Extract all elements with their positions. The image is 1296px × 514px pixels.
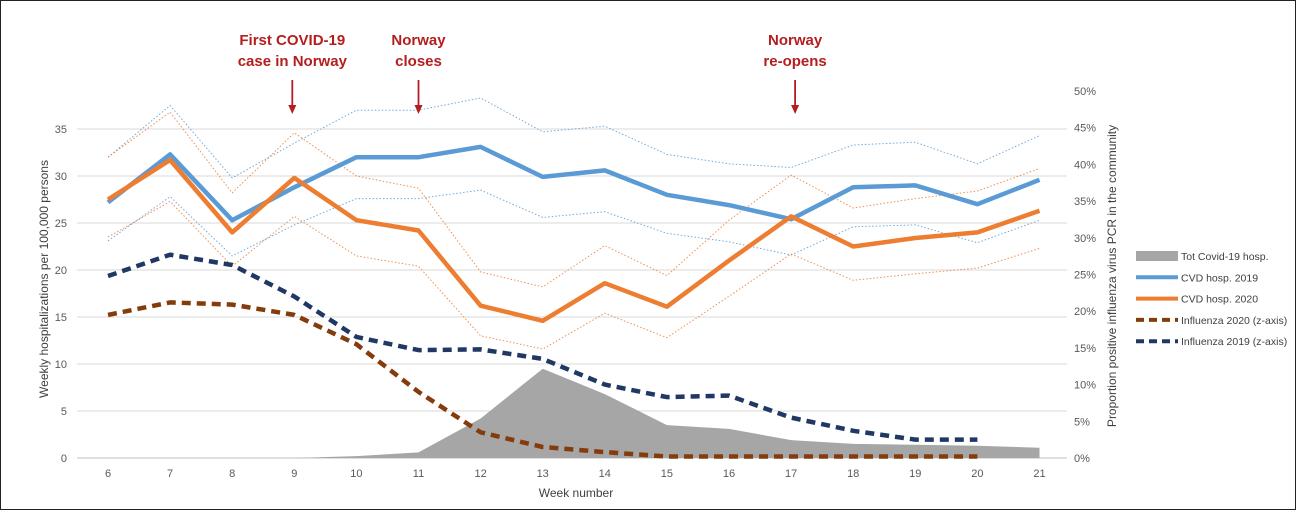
y2-tick-label: 20% [1074, 306, 1096, 318]
legend-label: CVD hosp. 2019 [1181, 272, 1258, 284]
y2-tick-label: 5% [1074, 416, 1090, 428]
legend-swatch-area [1136, 251, 1178, 261]
annotation-text: closes [395, 53, 442, 70]
y-tick-label: 10 [55, 359, 67, 371]
annotation-arrow-head [414, 105, 423, 114]
annotation-text: First COVID-19 [239, 32, 345, 49]
y2-tick-label: 40% [1074, 159, 1096, 171]
y2-tick-label: 0% [1074, 453, 1090, 465]
x-tick-label: 17 [785, 468, 797, 480]
series-line [106, 144, 1041, 223]
series-line [106, 157, 1041, 324]
y-tick-label: 25 [55, 218, 67, 230]
y-tick-label: 0 [61, 453, 67, 465]
y-tick-label: 35 [55, 124, 67, 136]
y2-tick-label: 30% [1074, 233, 1096, 245]
y-tick-label: 15 [55, 312, 67, 324]
y2-tick-label: 50% [1074, 86, 1096, 98]
area-series-covid [108, 368, 1040, 458]
legend-label: Tot Covid-19 hosp. [1181, 251, 1269, 263]
x-tick-label: 19 [909, 468, 921, 480]
x-tick-label: 12 [474, 468, 486, 480]
series-line [107, 300, 978, 459]
annotation-text: case in Norway [238, 53, 348, 70]
y-tick-label: 5 [61, 406, 67, 418]
x-tick-label: 9 [291, 468, 297, 480]
x-tick-label: 7 [167, 468, 173, 480]
x-tick-label: 14 [599, 468, 611, 480]
y2-tick-label: 25% [1074, 270, 1096, 282]
y2-tick-label: 10% [1074, 380, 1096, 392]
legend-label: CVD hosp. 2020 [1181, 294, 1258, 306]
x-tick-label: 16 [723, 468, 735, 480]
x-tick-label: 18 [847, 468, 859, 480]
legend-label: Influenza 2020 (z-axis) [1181, 315, 1287, 327]
y2-tick-label: 35% [1074, 196, 1096, 208]
x-tick-label: 8 [229, 468, 235, 480]
annotation-text: re-opens [763, 53, 826, 70]
annotation-text: Norway [768, 32, 823, 49]
confidence-band-line [107, 200, 1040, 350]
series-line [107, 252, 978, 442]
x-tick-label: 21 [1033, 468, 1045, 480]
confidence-band-line [107, 189, 1040, 257]
annotation-arrow-head [288, 105, 297, 114]
legend-label: Influenza 2019 (z-axis) [1181, 336, 1287, 348]
y2-tick-label: 45% [1074, 123, 1096, 135]
confidence-band-line [107, 111, 1040, 288]
x-tick-label: 6 [105, 468, 111, 480]
x-tick-label: 13 [537, 468, 549, 480]
x-tick-label: 15 [661, 468, 673, 480]
x-tick-label: 10 [350, 468, 362, 480]
x-tick-label: 20 [971, 468, 983, 480]
y-axis-title: Weekly hospitalizations per 100,000 pers… [37, 160, 51, 398]
y-tick-label: 30 [55, 171, 67, 183]
annotation-arrow-head [791, 105, 800, 114]
confidence-band-line [107, 97, 1040, 179]
x-axis-title: Week number [539, 486, 613, 500]
y2-tick-label: 15% [1074, 343, 1096, 355]
y-tick-label: 20 [55, 265, 67, 277]
x-tick-label: 11 [413, 468, 424, 480]
annotation-text: Norway [391, 32, 446, 49]
y2-axis-title: Proportion positive influenza virus PCR … [1105, 125, 1119, 427]
